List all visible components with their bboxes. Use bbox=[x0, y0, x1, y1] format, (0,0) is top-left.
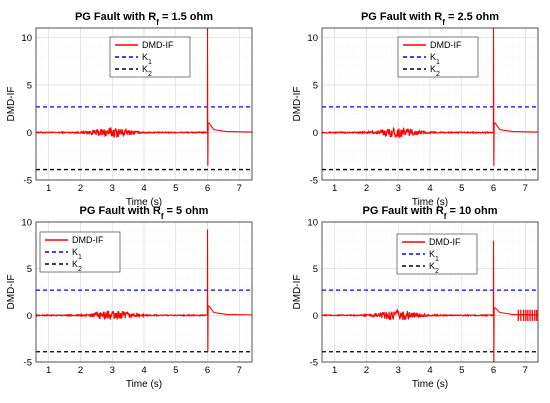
x-tick-label: 6 bbox=[491, 365, 496, 376]
y-tick-label: 5 bbox=[27, 264, 32, 275]
subplot-2: 1 2 3 4 5 6 7 -5 0 5 10 Time (s) DMD-IF PG Fault with… bbox=[292, 11, 539, 208]
y-tick-label: -5 bbox=[310, 176, 318, 187]
x-tick-label: 7 bbox=[237, 183, 242, 194]
x-tick-label: 5 bbox=[173, 365, 178, 376]
axes-frame bbox=[321, 221, 539, 363]
y-tick-label: 10 bbox=[21, 218, 32, 229]
y-axis-label: DMD-IF bbox=[292, 87, 303, 122]
x-tick-label: 3 bbox=[110, 365, 115, 376]
x-axis-label: Time (s) bbox=[412, 379, 448, 390]
x-tick-label: 7 bbox=[523, 365, 528, 376]
x-axis-label: Time (s) bbox=[126, 197, 162, 208]
legend-entry: K1 bbox=[429, 249, 439, 263]
series-dmd-if-line bbox=[321, 27, 539, 166]
axes-frame bbox=[35, 27, 253, 181]
x-tick-label: 1 bbox=[332, 183, 337, 194]
legend-entry: DMD-IF bbox=[429, 237, 461, 247]
series-dmd-if-line bbox=[35, 229, 253, 352]
x-tick-label: 2 bbox=[364, 183, 369, 194]
y-tick-label: -5 bbox=[310, 358, 318, 369]
x-tick-label: 4 bbox=[427, 183, 432, 194]
y-tick-label: 10 bbox=[307, 33, 318, 44]
legend-entry: K2 bbox=[430, 64, 440, 78]
legend-entry: K1 bbox=[72, 247, 82, 261]
axes-frame bbox=[321, 27, 539, 181]
x-axis-label: Time (s) bbox=[126, 379, 162, 390]
chart-title: PG Fault with Rf = 2.5 ohm bbox=[361, 11, 499, 27]
x-tick-label: 3 bbox=[396, 183, 401, 194]
y-tick-label: 5 bbox=[313, 264, 318, 275]
y-tick-label: 0 bbox=[27, 128, 32, 139]
chart-title: PG Fault with Rf = 10 ohm bbox=[363, 205, 498, 221]
legend-entry: K2 bbox=[142, 64, 152, 78]
legend-entry: K1 bbox=[142, 52, 152, 66]
x-tick-label: 5 bbox=[459, 183, 464, 194]
legend-entry: K2 bbox=[72, 259, 82, 273]
y-tick-label: 5 bbox=[313, 81, 318, 92]
x-tick-label: 5 bbox=[459, 365, 464, 376]
legend-entry: DMD-IF bbox=[72, 235, 104, 245]
subplot-1: 1 2 3 4 5 6 7 -5 0 5 10 Time (s) DMD-IF PG Fault with… bbox=[6, 11, 253, 208]
subplot-4: 1 2 3 4 5 6 7 -5 0 5 10 Time (s) DMD-IF PG Fault with… bbox=[292, 205, 539, 390]
x-tick-label: 6 bbox=[205, 365, 210, 376]
subplot-3: 1 2 3 4 5 6 7 -5 0 5 10 Time (s) DMD-IF PG Fault with… bbox=[6, 205, 253, 390]
y-tick-label: 5 bbox=[27, 81, 32, 92]
x-tick-label: 3 bbox=[396, 365, 401, 376]
x-tick-label: 5 bbox=[173, 183, 178, 194]
y-tick-label: 10 bbox=[21, 33, 32, 44]
x-tick-label: 2 bbox=[78, 183, 83, 194]
chart-title: PG Fault with Rf = 5 ohm bbox=[80, 205, 209, 221]
x-tick-label: 4 bbox=[427, 365, 432, 376]
x-tick-label: 1 bbox=[46, 183, 51, 194]
y-axis-label: DMD-IF bbox=[6, 87, 17, 122]
x-tick-label: 2 bbox=[364, 365, 369, 376]
x-axis-label: Time (s) bbox=[412, 197, 448, 208]
x-tick-label: 6 bbox=[205, 183, 210, 194]
late-oscillation-bursts bbox=[517, 309, 538, 321]
x-tick-label: 7 bbox=[237, 365, 242, 376]
series-dmd-if-line bbox=[321, 240, 539, 363]
y-tick-label: 10 bbox=[307, 218, 318, 229]
y-tick-label: 0 bbox=[27, 311, 32, 322]
y-axis-label: DMD-IF bbox=[6, 275, 17, 310]
x-tick-label: 4 bbox=[141, 365, 146, 376]
legend-entry: DMD-IF bbox=[142, 40, 174, 50]
y-tick-label: 0 bbox=[313, 128, 318, 139]
x-tick-label: 1 bbox=[46, 365, 51, 376]
legend-entry: K2 bbox=[429, 261, 439, 275]
y-tick-label: 0 bbox=[313, 311, 318, 322]
x-tick-label: 7 bbox=[523, 183, 528, 194]
y-tick-label: -5 bbox=[24, 176, 32, 187]
axes-frame bbox=[35, 221, 253, 363]
legend-entry: K1 bbox=[430, 52, 440, 66]
x-tick-label: 3 bbox=[110, 183, 115, 194]
x-tick-label: 6 bbox=[491, 183, 496, 194]
legend-entry: DMD-IF bbox=[430, 40, 462, 50]
x-tick-label: 2 bbox=[78, 365, 83, 376]
chart-title: PG Fault with Rf = 1.5 ohm bbox=[75, 11, 213, 27]
series-dmd-if-line bbox=[35, 27, 253, 166]
y-tick-label: -5 bbox=[24, 358, 32, 369]
x-tick-label: 1 bbox=[332, 365, 337, 376]
x-tick-label: 4 bbox=[141, 183, 146, 194]
y-axis-label: DMD-IF bbox=[292, 275, 303, 310]
